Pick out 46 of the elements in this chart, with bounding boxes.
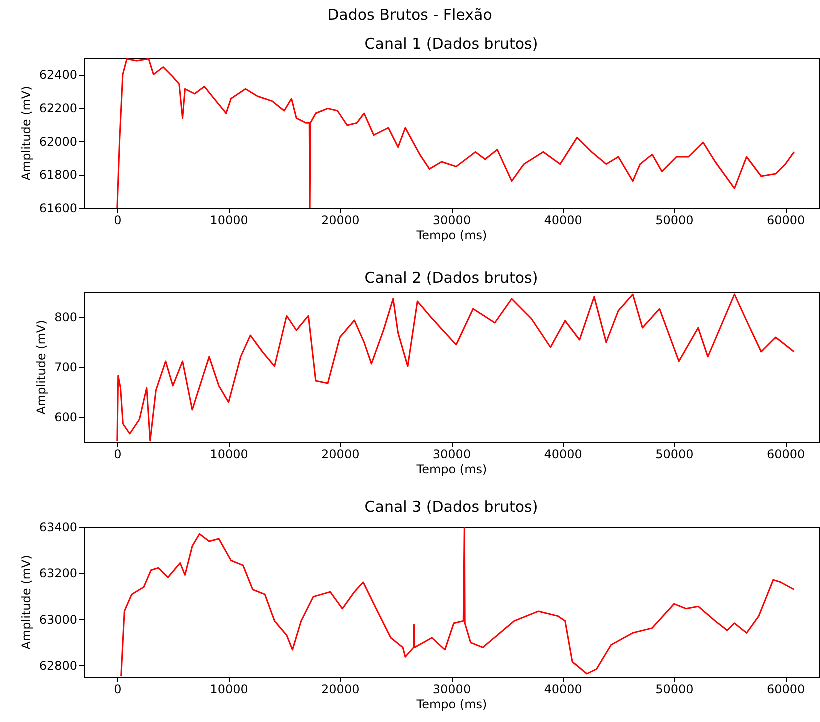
x-tick-label: 20000 (322, 214, 360, 228)
x-tick-label: 0 (114, 682, 122, 696)
x-tick-label: 50000 (656, 214, 694, 228)
y-tick-label: 62000 (39, 134, 78, 149)
y-tick-label: 62800 (39, 658, 78, 673)
y-axis-title: Amplitude (mV) (19, 555, 34, 650)
y-tick-label: 63000 (39, 612, 78, 627)
x-axis-title: Tempo (ms) (416, 228, 488, 242)
x-tick-label: 20000 (322, 682, 360, 696)
y-tick-label: 63400 (39, 520, 78, 534)
x-axis-title: Tempo (ms) (416, 462, 488, 476)
x-tick-label: 40000 (544, 214, 582, 228)
x-tick-label: 30000 (432, 214, 472, 228)
x-tick-label: 60000 (766, 682, 806, 696)
x-tick-label: 10000 (210, 448, 248, 462)
x-tick-label: 40000 (544, 682, 582, 696)
y-tick-label: 62400 (39, 68, 78, 82)
x-tick-label: 50000 (656, 682, 694, 696)
x-tick-label: 0 (114, 214, 122, 228)
y-tick-label: 61600 (39, 202, 78, 216)
x-tick-label: 60000 (766, 214, 806, 228)
y-tick-label: 61800 (39, 168, 78, 182)
y-tick-label: 62200 (39, 102, 78, 116)
y-axis-title: Amplitude (mV) (34, 320, 49, 415)
line-series (116, 294, 796, 442)
y-tick-label: 800 (54, 310, 78, 324)
y-tick-label: 700 (54, 360, 78, 374)
x-tick-label: 30000 (432, 448, 472, 462)
chart-title: Canal 3 (Dados brutos) (364, 498, 538, 516)
text: Dados Brutos - Flexão (326, 6, 494, 24)
x-tick-label: 20000 (322, 448, 360, 462)
x-axis-title: Tempo (ms) (416, 698, 488, 712)
x-tick-label: 60000 (766, 448, 806, 462)
x-tick-label: 0 (114, 448, 122, 462)
x-tick-label: 10000 (210, 214, 248, 228)
y-tick-label: 600 (54, 410, 78, 424)
chart-title: Canal 2 (Dados brutos) (364, 269, 538, 287)
line-series (120, 527, 796, 677)
y-tick-label: 63200 (39, 566, 78, 581)
x-tick-label: 10000 (210, 682, 248, 696)
chart-title: Canal 1 (Dados brutos) (364, 35, 538, 53)
line-series (116, 58, 796, 208)
x-tick-label: 30000 (432, 682, 472, 696)
x-tick-label: 50000 (656, 448, 694, 462)
y-axis-title: Amplitude (mV) (19, 86, 34, 181)
x-tick-label: 40000 (544, 448, 582, 462)
